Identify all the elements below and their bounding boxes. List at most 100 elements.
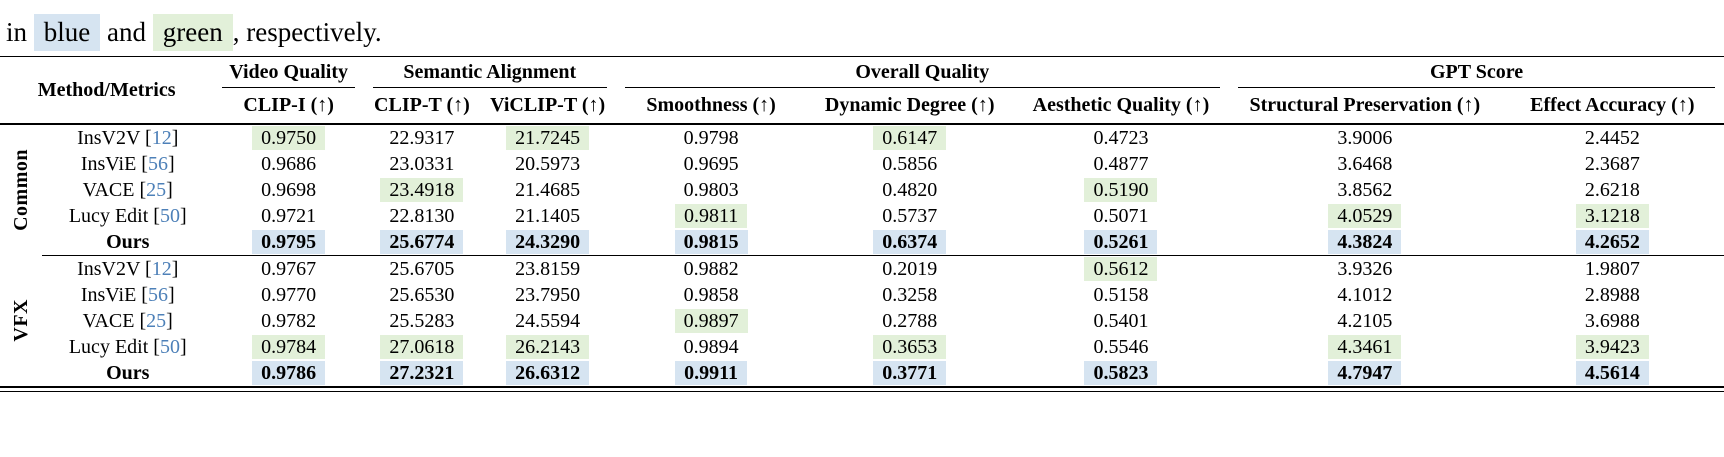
metric-value: 0.6147	[873, 126, 947, 150]
metric-value: 0.9721	[261, 205, 317, 227]
metric-cell: 0.2788	[807, 308, 1013, 334]
metric-value: 0.9786	[252, 361, 326, 385]
method-name: VACE	[82, 309, 135, 332]
metric-cell: 2.3687	[1501, 151, 1724, 177]
method-name: Lucy Edit	[68, 204, 149, 227]
metric-value: 0.5261	[1084, 230, 1158, 254]
metric-value: 0.9897	[674, 309, 748, 333]
table-row: InsViE [56] 0.9770 25.6530 23.7950 0.9858 0.3…	[0, 282, 1724, 308]
metric-cell: 20.5973	[480, 151, 616, 177]
col-header-aesthetic-quality: Aesthetic Quality (↑)	[1012, 88, 1230, 125]
method-name: InsViE	[80, 152, 137, 175]
metric-cell: 0.4820	[807, 177, 1013, 203]
metric-value: 21.1405	[515, 205, 581, 227]
metric-cell: 0.5546	[1013, 334, 1229, 360]
metric-cell: 3.9006	[1229, 124, 1501, 151]
table-row: Ours 0.9786 27.2321 26.6312 0.9911 0.3771 0.58…	[0, 360, 1724, 386]
metric-value: 27.0618	[380, 335, 464, 359]
citation-link[interactable]: 25	[146, 178, 167, 201]
rotated-group-label: Common	[10, 149, 33, 232]
metric-cell: 23.8159	[480, 256, 616, 283]
metric-value: 25.6530	[389, 284, 455, 306]
paper-page: in blue and green, respectively. Method/…	[0, 14, 1724, 392]
citation-link[interactable]: 56	[147, 283, 168, 306]
metric-value: 3.9326	[1337, 258, 1393, 280]
metric-value: 22.8130	[389, 205, 455, 227]
row-group-label-vfx: VFX	[0, 256, 42, 387]
caption-text-2: and	[107, 17, 146, 47]
table-row: VFX InsV2V [12] 0.9767 25.6705 23.8159 0.9882…	[0, 256, 1724, 342]
table-row: VACE [25] 0.9782 25.5283 24.5594 0.9897 0.278…	[0, 308, 1724, 334]
metric-value: 20.5973	[515, 153, 581, 175]
metric-cell: 0.2019	[807, 256, 1013, 283]
metric-value: 2.3687	[1584, 153, 1640, 175]
metric-cell: 0.9782	[213, 308, 364, 334]
metric-cell: 0.9750	[213, 124, 364, 151]
citation-link[interactable]: 50	[159, 335, 180, 358]
table-row: InsViE [56] 0.9686 23.0331 20.5973 0.9695 0.5…	[0, 151, 1724, 177]
metric-cell: 22.8130	[364, 203, 480, 229]
metric-cell: 0.4723	[1013, 124, 1229, 151]
metric-cell: 0.9811	[616, 203, 807, 229]
metric-value: 0.9803	[683, 179, 739, 201]
metric-cell: 4.0529	[1229, 203, 1501, 229]
table-row: Common InsV2V [12] 0.9750 22.9317 21.7245 0.9…	[0, 124, 1724, 231]
metric-cell: 0.6147	[807, 124, 1013, 151]
metric-cell: 2.6218	[1501, 177, 1724, 203]
metric-value: 0.4820	[882, 179, 938, 201]
metric-cell: 0.9798	[616, 124, 807, 151]
metric-value: 0.9798	[683, 127, 739, 149]
method-name: VACE	[82, 178, 135, 201]
caption-green-highlight: green	[152, 14, 233, 51]
method-name: Ours	[106, 230, 150, 253]
metric-value: 0.9815	[674, 230, 748, 254]
citation-link[interactable]: 56	[147, 152, 168, 175]
metric-cell: 4.3461	[1229, 334, 1501, 360]
method-cell: Lucy Edit [50]	[68, 204, 187, 227]
metric-cell: 0.9897	[616, 308, 807, 334]
metric-cell: 0.4877	[1013, 151, 1229, 177]
metric-value: 0.5612	[1084, 257, 1158, 281]
group-header-semantic-alignment: Semantic Alignment	[364, 57, 615, 89]
metric-cell: 26.2143	[480, 334, 616, 360]
metric-cell: 0.5190	[1013, 177, 1229, 203]
metric-cell: 23.7950	[480, 282, 616, 308]
metric-value: 4.3824	[1328, 230, 1402, 254]
metric-value: 4.1012	[1337, 284, 1393, 306]
metric-cell: 0.5612	[1013, 256, 1229, 283]
metric-cell: 24.3290	[479, 229, 616, 256]
metric-value: 23.0331	[389, 153, 455, 175]
metric-cell: 24.5594	[480, 308, 616, 334]
metric-cell: 0.9770	[213, 282, 364, 308]
metric-cell: 23.4918	[364, 177, 480, 203]
metric-cell: 0.9803	[616, 177, 807, 203]
table-row: VACE [25] 0.9698 23.4918 21.4685 0.9803 0.482…	[0, 177, 1724, 203]
metric-cell: 0.5158	[1013, 282, 1229, 308]
citation-link[interactable]: 12	[151, 126, 172, 149]
metric-cell: 3.9326	[1229, 256, 1501, 283]
metric-cell: 27.2321	[364, 360, 480, 386]
citation-link[interactable]: 12	[151, 257, 172, 280]
metric-cell: 25.5283	[364, 308, 480, 334]
metric-cell: 21.1405	[480, 203, 616, 229]
citation-link[interactable]: 50	[159, 204, 180, 227]
metric-cell: 0.5823	[1013, 360, 1229, 386]
metric-cell: 25.6774	[364, 229, 480, 256]
metric-value: 2.6218	[1584, 179, 1640, 201]
metric-value: 0.3653	[873, 335, 947, 359]
metric-value: 0.2788	[882, 310, 938, 332]
method-cell: InsV2V [12]	[77, 126, 179, 149]
metric-cell: 4.2652	[1500, 229, 1724, 256]
metric-value: 2.4452	[1584, 127, 1640, 149]
citation-link[interactable]: 25	[146, 309, 167, 332]
metric-value: 23.4918	[380, 178, 464, 202]
metric-value: 1.9807	[1584, 258, 1640, 280]
metric-value: 25.6774	[380, 230, 464, 254]
metric-cell: 21.4685	[480, 177, 616, 203]
metric-cell: 4.5614	[1501, 360, 1724, 386]
metric-cell: 27.0618	[364, 334, 480, 360]
method-cell: VACE [25]	[82, 178, 173, 201]
metric-value: 0.9784	[252, 335, 326, 359]
results-table: Method/Metrics Video Quality Semantic Al…	[0, 56, 1724, 386]
caption-blue-highlight: blue	[33, 14, 101, 51]
